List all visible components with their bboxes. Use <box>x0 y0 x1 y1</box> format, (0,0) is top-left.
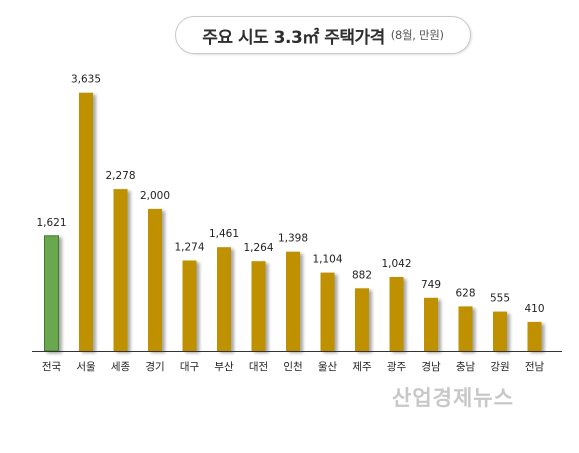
bar-대구 <box>182 260 197 351</box>
value-label-전국: 1,621 <box>36 217 66 229</box>
category-label-울산: 울산 <box>318 361 338 373</box>
category-label-서울: 서울 <box>76 361 96 373</box>
category-label-전남: 전남 <box>525 361 545 373</box>
category-label-충남: 충남 <box>456 361 476 373</box>
category-label-광주: 광주 <box>387 361 407 373</box>
bar-부산 <box>217 247 231 351</box>
category-label-대전: 대전 <box>249 361 268 373</box>
value-label-서울: 3,635 <box>71 74 101 86</box>
value-label-전남: 410 <box>524 303 544 315</box>
value-label-부산: 1,461 <box>209 228 239 240</box>
bar-충남 <box>458 306 473 351</box>
bars-group <box>44 92 542 352</box>
value-label-세종: 2,278 <box>105 170 135 182</box>
category-label-대구: 대구 <box>180 361 200 373</box>
value-label-경남: 749 <box>421 279 441 291</box>
bar-전국 <box>44 235 59 352</box>
chart-title-box: 주요 시도 3.3㎡ 주택가격 (8월, 만원) <box>175 16 471 54</box>
category-label-세종: 세종 <box>111 361 131 373</box>
bar-인천 <box>286 251 300 351</box>
value-label-인천: 1,398 <box>278 233 308 245</box>
watermark: 산업경제뉴스 <box>392 386 514 410</box>
chart-title: 주요 시도 3.3㎡ 주택가격 <box>202 27 385 48</box>
category-label-전국: 전국 <box>42 361 62 373</box>
value-labels-group: 1,621 3,635 2,278 2,000 1,274 1,461 1,264 1,398… <box>36 74 544 315</box>
category-label-제주: 제주 <box>352 361 372 373</box>
category-label-경기: 경기 <box>145 360 164 373</box>
category-label-부산: 부산 <box>214 361 234 373</box>
bar-광주 <box>389 277 404 351</box>
bar-제주 <box>355 288 369 351</box>
category-label-경남: 경남 <box>421 360 441 373</box>
value-label-광주: 1,042 <box>381 258 411 270</box>
category-labels-group: 전국 서울 세종 경기 대구 부산 대전 인천 울산 제주 광주 경남 충남 강원 전남 <box>42 360 545 373</box>
value-label-대전: 1,264 <box>243 242 273 254</box>
value-label-대구: 1,274 <box>174 242 204 254</box>
value-label-충남: 628 <box>455 287 475 299</box>
bar-경남 <box>424 297 438 351</box>
bar-세종 <box>113 189 128 351</box>
bar-대전 <box>251 261 266 351</box>
bar-울산 <box>320 272 335 351</box>
value-label-울산: 1,104 <box>312 254 342 266</box>
bar-전남 <box>527 321 542 351</box>
value-label-제주: 882 <box>352 269 372 281</box>
bar-서울 <box>79 92 93 351</box>
value-label-경기: 2,000 <box>140 190 170 202</box>
value-label-강원: 555 <box>490 293 510 305</box>
category-label-강원: 강원 <box>490 361 509 373</box>
bar-강원 <box>493 311 507 351</box>
bar-경기 <box>148 208 162 351</box>
category-label-인천: 인천 <box>283 361 302 373</box>
chart-subtitle: (8월, 만원) <box>390 28 444 42</box>
